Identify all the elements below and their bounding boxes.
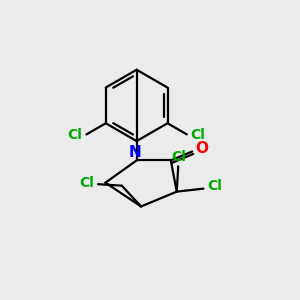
Text: Cl: Cl [79, 176, 94, 190]
Text: Cl: Cl [191, 128, 206, 142]
Text: Cl: Cl [68, 128, 82, 142]
Text: Cl: Cl [171, 150, 186, 164]
Text: Cl: Cl [207, 179, 222, 193]
Text: O: O [195, 141, 208, 156]
Text: N: N [129, 145, 142, 160]
